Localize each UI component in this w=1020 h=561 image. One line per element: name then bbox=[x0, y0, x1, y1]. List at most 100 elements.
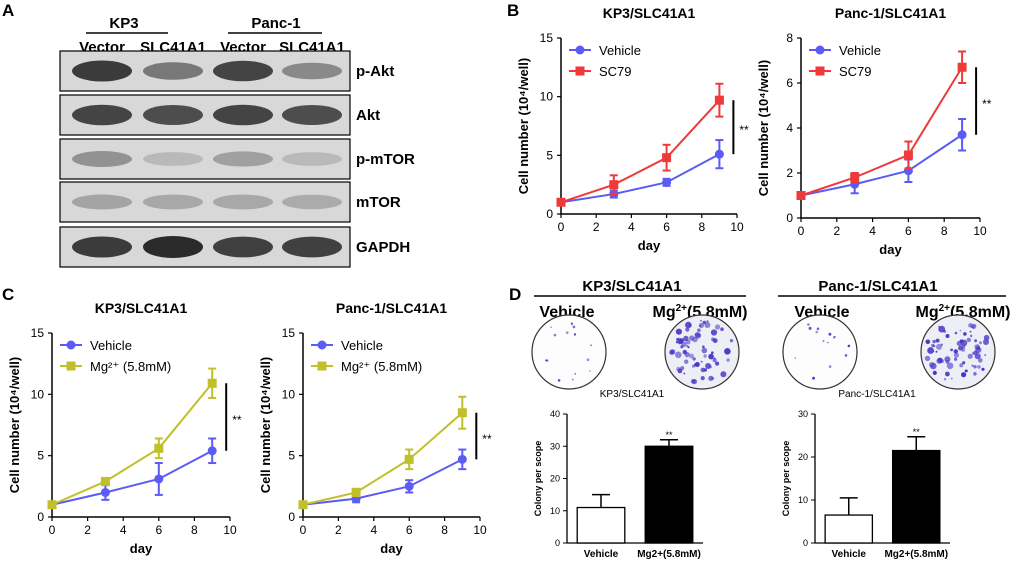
colony bbox=[834, 336, 836, 338]
colony bbox=[684, 352, 690, 358]
colony bbox=[669, 349, 676, 355]
x-tick-label: 6 bbox=[663, 220, 670, 234]
colony bbox=[950, 348, 953, 352]
colony bbox=[711, 351, 714, 355]
blot-box bbox=[59, 181, 351, 223]
colony-header-kp3: KP3/SLC41A1 bbox=[582, 278, 681, 295]
group-label-kp3: KP3 bbox=[109, 15, 138, 32]
significance-label: ** bbox=[913, 427, 921, 437]
x-axis-label: day bbox=[879, 242, 902, 257]
blot-label: mTOR bbox=[356, 194, 401, 211]
x-axis-label: day bbox=[380, 541, 403, 556]
y-tick-label: 10 bbox=[540, 90, 554, 104]
blot-band bbox=[72, 194, 132, 210]
colony bbox=[565, 331, 569, 334]
x-tick-label: 2 bbox=[593, 220, 600, 234]
data-point bbox=[714, 95, 724, 105]
colony bbox=[961, 372, 967, 378]
legend-marker bbox=[66, 340, 76, 350]
data-point bbox=[662, 153, 672, 163]
y-tick-label: 0 bbox=[803, 538, 808, 548]
data-point bbox=[100, 487, 110, 497]
colony bbox=[571, 378, 574, 381]
x-tick-label: 8 bbox=[941, 224, 948, 238]
series-line bbox=[302, 411, 463, 506]
colony bbox=[684, 359, 689, 364]
colony bbox=[726, 358, 730, 362]
blot-band bbox=[72, 151, 132, 167]
colony bbox=[974, 353, 981, 360]
category-label: Mg2+(5.8mM) bbox=[637, 549, 701, 560]
y-tick-label: 40 bbox=[550, 409, 560, 419]
x-tick-label: 0 bbox=[558, 220, 565, 234]
x-tick-label: 10 bbox=[730, 220, 744, 234]
colony bbox=[977, 365, 981, 369]
data-point bbox=[351, 487, 361, 497]
colony bbox=[720, 371, 727, 378]
legend-label: Mg²⁺ (5.8mM) bbox=[90, 359, 171, 374]
colony bbox=[683, 372, 686, 375]
y-tick-label: 30 bbox=[550, 441, 560, 451]
colony bbox=[713, 357, 716, 360]
legend-label: Vehicle bbox=[839, 43, 881, 58]
colony bbox=[974, 324, 976, 327]
data-point bbox=[154, 443, 164, 453]
blot-band bbox=[143, 236, 203, 258]
colony bbox=[983, 334, 990, 341]
colony bbox=[689, 335, 695, 341]
data-point bbox=[850, 173, 860, 182]
colony bbox=[701, 347, 708, 354]
colony bbox=[953, 352, 960, 358]
blot-band bbox=[282, 105, 342, 125]
colony bbox=[828, 332, 832, 336]
colony bbox=[935, 350, 938, 353]
y-tick-label: 10 bbox=[282, 387, 296, 401]
colony bbox=[962, 361, 966, 365]
colony bbox=[935, 338, 940, 343]
colony bbox=[973, 365, 977, 369]
data-point bbox=[609, 180, 619, 190]
colony bbox=[729, 339, 734, 343]
legend-label: Vehicle bbox=[599, 43, 641, 58]
blot-band bbox=[282, 62, 342, 80]
data-point bbox=[207, 378, 217, 388]
blot-label: Akt bbox=[356, 107, 380, 124]
chart-title: Panc-1/SLC41A1 bbox=[336, 300, 447, 316]
panel-letter-a: A bbox=[2, 1, 14, 20]
x-tick-label: 6 bbox=[155, 523, 162, 537]
y-tick-label: 0 bbox=[288, 510, 295, 524]
colony bbox=[981, 367, 985, 371]
panel-b-kp3-chart: KP3/SLC41A1 0 2 4 6 8 10 0 5 10 15 day Cell number (… bbox=[516, 5, 749, 253]
significance-label: ** bbox=[482, 432, 492, 446]
colony bbox=[983, 339, 989, 345]
category-label: Mg2+(5.8mM) bbox=[884, 549, 948, 560]
colony bbox=[946, 362, 954, 370]
blot-band bbox=[72, 104, 132, 126]
data-point bbox=[457, 454, 467, 464]
y-tick-label: 5 bbox=[288, 449, 295, 463]
colony bbox=[959, 329, 962, 332]
blot-band bbox=[282, 152, 342, 166]
colony bbox=[710, 329, 718, 336]
x-tick-label: 6 bbox=[406, 523, 413, 537]
colony bbox=[545, 359, 549, 362]
x-tick-label: 4 bbox=[370, 523, 377, 537]
colony bbox=[712, 358, 717, 363]
colony bbox=[827, 341, 829, 344]
series-line bbox=[302, 458, 463, 506]
data-point bbox=[154, 474, 164, 484]
colony bbox=[589, 370, 591, 372]
colony bbox=[590, 344, 592, 347]
colony bbox=[959, 363, 964, 368]
blot-label: GAPDH bbox=[356, 239, 410, 256]
x-tick-label: 2 bbox=[335, 523, 342, 537]
colony bbox=[704, 322, 711, 328]
blot-band bbox=[213, 104, 273, 126]
x-tick-label: 4 bbox=[869, 224, 876, 238]
data-point bbox=[457, 408, 467, 418]
colony bbox=[930, 362, 937, 370]
series-line bbox=[560, 153, 720, 204]
blot-band bbox=[72, 60, 132, 82]
chart-title: KP3/SLC41A1 bbox=[95, 300, 188, 316]
y-axis-label: Cell number (10⁴/well) bbox=[516, 58, 531, 194]
